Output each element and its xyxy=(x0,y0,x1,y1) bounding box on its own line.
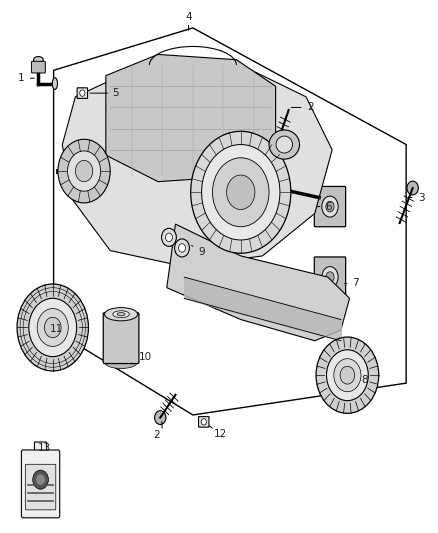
Circle shape xyxy=(326,350,368,401)
Text: 9: 9 xyxy=(198,247,205,257)
Circle shape xyxy=(201,419,206,425)
Circle shape xyxy=(191,131,291,253)
Circle shape xyxy=(29,298,77,357)
Circle shape xyxy=(283,103,294,117)
Circle shape xyxy=(75,160,93,182)
Ellipse shape xyxy=(269,130,300,159)
Circle shape xyxy=(58,139,110,203)
Text: 8: 8 xyxy=(361,375,367,385)
Text: 1: 1 xyxy=(18,73,24,83)
Ellipse shape xyxy=(322,266,338,288)
Circle shape xyxy=(37,309,68,346)
Circle shape xyxy=(316,337,379,414)
Circle shape xyxy=(407,181,418,195)
Circle shape xyxy=(33,470,48,489)
Polygon shape xyxy=(106,54,276,182)
Circle shape xyxy=(226,175,255,209)
FancyBboxPatch shape xyxy=(198,417,209,427)
Ellipse shape xyxy=(105,308,138,321)
Ellipse shape xyxy=(52,78,57,90)
Circle shape xyxy=(179,244,185,252)
FancyBboxPatch shape xyxy=(35,442,47,455)
Circle shape xyxy=(201,144,280,240)
Circle shape xyxy=(80,90,85,96)
Circle shape xyxy=(166,233,173,241)
Circle shape xyxy=(36,474,45,485)
FancyBboxPatch shape xyxy=(77,88,88,99)
Text: 11: 11 xyxy=(50,324,63,334)
Ellipse shape xyxy=(34,56,43,63)
FancyBboxPatch shape xyxy=(25,464,56,510)
Ellipse shape xyxy=(117,313,125,316)
Text: 5: 5 xyxy=(113,88,119,98)
Circle shape xyxy=(162,228,177,246)
FancyBboxPatch shape xyxy=(314,257,346,297)
Text: 4: 4 xyxy=(185,12,192,22)
Ellipse shape xyxy=(105,356,138,368)
Text: 13: 13 xyxy=(38,443,52,453)
Circle shape xyxy=(67,151,101,191)
Text: 10: 10 xyxy=(138,352,152,361)
Text: 2: 2 xyxy=(153,430,159,440)
FancyBboxPatch shape xyxy=(103,313,139,364)
Polygon shape xyxy=(62,65,332,266)
Text: 2: 2 xyxy=(307,102,314,112)
FancyBboxPatch shape xyxy=(32,61,46,73)
Text: 6: 6 xyxy=(325,201,332,212)
FancyBboxPatch shape xyxy=(21,450,60,518)
Circle shape xyxy=(340,366,355,384)
Polygon shape xyxy=(167,224,350,341)
Text: 12: 12 xyxy=(214,429,227,439)
Ellipse shape xyxy=(113,311,129,318)
Circle shape xyxy=(212,158,269,227)
Circle shape xyxy=(175,239,189,257)
Circle shape xyxy=(334,359,361,392)
Text: 7: 7 xyxy=(352,278,359,288)
Ellipse shape xyxy=(326,272,334,282)
FancyBboxPatch shape xyxy=(314,187,346,227)
Ellipse shape xyxy=(326,201,334,212)
Ellipse shape xyxy=(276,136,293,153)
Circle shape xyxy=(44,317,61,338)
Circle shape xyxy=(155,411,166,424)
Circle shape xyxy=(17,284,88,371)
Text: 3: 3 xyxy=(418,192,425,203)
Ellipse shape xyxy=(322,196,338,217)
